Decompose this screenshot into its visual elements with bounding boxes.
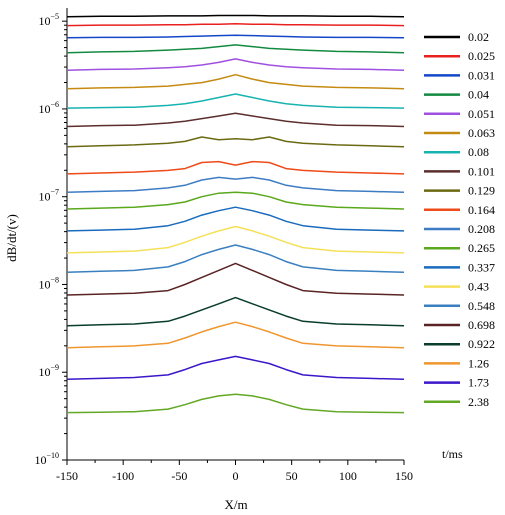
x-tick-label: 0 <box>233 469 239 483</box>
series-line-0.208 <box>66 176 405 194</box>
legend-label: 0.337 <box>468 260 495 274</box>
legend-label: 0.922 <box>468 337 495 351</box>
x-tick-label: -100 <box>112 469 134 483</box>
legend-label: 2.38 <box>468 395 489 409</box>
x-tick-label: -150 <box>56 469 78 483</box>
y-tick-label: 10−7 <box>38 188 59 204</box>
legend-label: 0.208 <box>468 222 495 236</box>
series-line-0.02 <box>66 14 405 18</box>
series-line-0.063 <box>66 73 405 90</box>
series-line-0.43 <box>66 225 405 254</box>
legend-title: t/ms <box>442 447 463 461</box>
y-tick-label: 10−10 <box>34 451 59 467</box>
legend-label: 0.43 <box>468 280 489 294</box>
series-line-0.548 <box>66 244 405 273</box>
x-tick-label: 150 <box>395 469 413 483</box>
legend-label: 0.129 <box>468 184 495 198</box>
legend-label: 0.025 <box>468 49 495 63</box>
legend-label: 0.051 <box>468 107 495 121</box>
legend-label: 0.164 <box>468 203 495 217</box>
series-line-0.265 <box>66 191 405 210</box>
y-tick-label: 10−9 <box>38 363 59 379</box>
y-tick-label: 10−5 <box>38 12 59 28</box>
series-line-1.26 <box>66 321 405 349</box>
x-axis-title: X/m <box>224 497 247 512</box>
series-line-0.922 <box>66 296 405 327</box>
legend-label: 0.031 <box>468 68 495 82</box>
series-line-0.164 <box>66 160 405 175</box>
x-tick-label: 100 <box>339 469 357 483</box>
legend-label: 0.02 <box>468 30 489 44</box>
legend-label: 1.26 <box>468 356 489 370</box>
legend-label: 0.265 <box>468 241 495 255</box>
legend-label: 0.04 <box>468 88 489 102</box>
series-line-0.337 <box>66 206 405 232</box>
series-line-0.101 <box>66 112 405 128</box>
series-line-0.031 <box>66 34 405 39</box>
y-tick-label: 10−8 <box>38 275 59 291</box>
series-line-0.08 <box>66 93 405 109</box>
series-line-2.38 <box>66 393 405 414</box>
legend-label: 0.698 <box>468 318 495 332</box>
legend: 0.02 0.025 0.031 0.04 0.051 0.063 0.08 0.101 0.1… <box>424 30 495 409</box>
series-line-0.04 <box>66 44 405 54</box>
x-tick-label: -50 <box>171 469 187 483</box>
series-line-1.73 <box>66 355 405 381</box>
series-line-0.129 <box>66 136 405 148</box>
y-tick-label: 10−6 <box>38 100 59 116</box>
y-axis-title: dB/dt/(v) <box>4 214 19 262</box>
axes: -150 -100 -50 0 50 100 150 10−10 10−9 10−8 10−7 10−… <box>34 8 413 483</box>
legend-label: 0.063 <box>468 126 495 140</box>
series-layer <box>66 14 405 414</box>
x-tick-label: 50 <box>286 469 298 483</box>
series-line-0.698 <box>66 262 405 296</box>
legend-label: 0.101 <box>468 164 495 178</box>
legend-label: 0.08 <box>468 145 489 159</box>
series-line-0.051 <box>66 58 405 72</box>
legend-label: 0.548 <box>468 299 495 313</box>
series-line-0.025 <box>66 23 405 27</box>
legend-label: 1.73 <box>468 376 489 390</box>
